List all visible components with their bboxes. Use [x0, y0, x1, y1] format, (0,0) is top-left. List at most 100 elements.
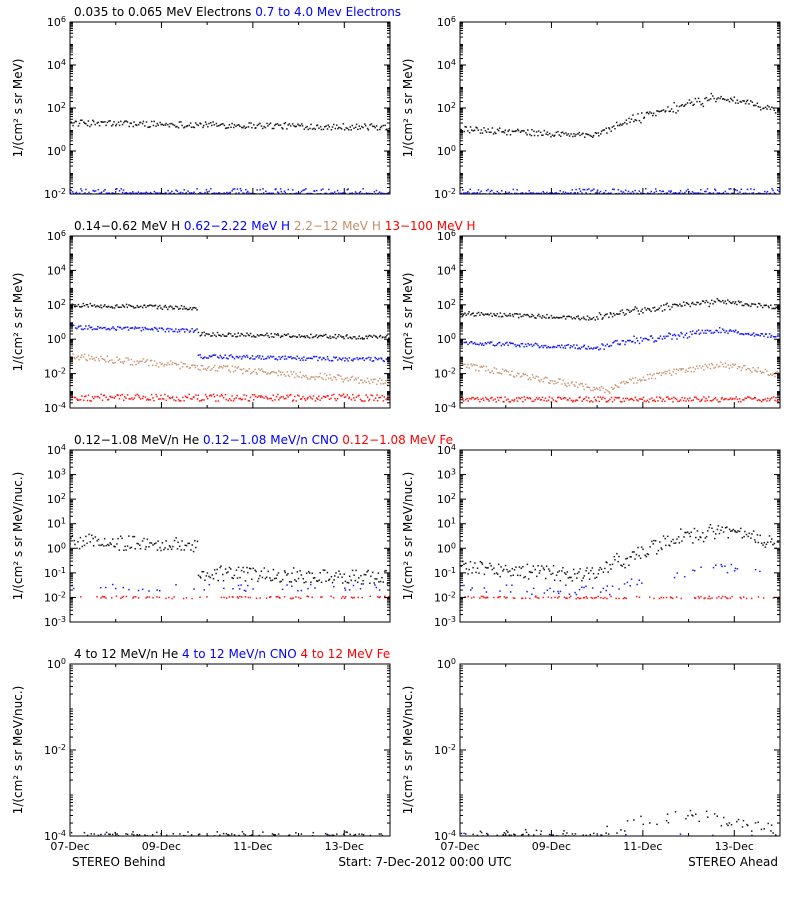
series-black: [69, 534, 391, 585]
y-tick-label: 101: [47, 516, 66, 531]
series-red: [459, 396, 780, 403]
panel-r3-c0: 10-410-21001/(cm² s sr MeV/nuc.)07-Dec09…: [11, 657, 390, 854]
series-tan: [460, 361, 781, 393]
x-tick-label: 07-Dec: [50, 840, 89, 853]
y-tick-label: 104: [437, 58, 456, 73]
series-blue: [70, 325, 391, 363]
y-tick-label: 100: [47, 332, 66, 347]
series-red: [69, 393, 391, 401]
x-tick-label: 11-Dec: [233, 840, 272, 853]
y-axis-label: 1/(cm² s sr MeV/nuc.): [401, 686, 415, 815]
panel-frame: [70, 664, 390, 836]
series-group: [459, 524, 781, 599]
x-tick-label: 09-Dec: [142, 840, 181, 853]
series-blue: [459, 564, 779, 596]
panel-r0-c1: 10-21001021041061/(cm² s sr MeV): [401, 15, 781, 202]
y-tick-label: 100: [437, 657, 456, 672]
y-tick-label: 10-2: [44, 366, 66, 381]
figure-svg: 10-21001021041061/(cm² s sr MeV)10-21001…: [0, 0, 800, 900]
y-tick-label: 10-2: [434, 366, 456, 381]
y-tick-label: 101: [437, 516, 456, 531]
y-axis-label: 1/(cm² s sr MeV): [11, 273, 25, 372]
x-tick-label: 09-Dec: [532, 840, 571, 853]
y-tick-label: 102: [437, 297, 456, 312]
y-tick-label: 106: [437, 15, 456, 30]
series-black: [69, 119, 391, 130]
series-red: [464, 595, 779, 599]
panel-frame: [70, 450, 390, 622]
row-title-2-seg-1: 0.12−1.08 MeV/n CNO: [203, 433, 339, 447]
series-group: [459, 93, 781, 195]
panel-frame: [70, 236, 390, 408]
y-tick-label: 10-3: [44, 615, 66, 630]
y-tick-label: 104: [47, 263, 66, 278]
y-tick-label: 10-4: [434, 401, 456, 416]
y-tick-label: 100: [47, 657, 66, 672]
y-tick-label: 100: [437, 541, 456, 556]
y-axis-label: 1/(cm² s sr MeV/nuc.): [401, 472, 415, 601]
footer-left: STEREO Behind: [72, 855, 166, 869]
footer-right: STEREO Ahead: [688, 855, 778, 869]
series-red: [72, 595, 391, 599]
panel-r0-c0: 10-2 100 102 104 106 1/(cm² s sr MeV): [11, 15, 391, 202]
y-tick-label: 100: [47, 144, 66, 159]
series-blue: [72, 583, 381, 592]
panel-r2-c0: 10-310-210-11001011021031041/(cm² s sr M…: [11, 443, 391, 630]
series-group: [69, 534, 391, 600]
row-title-1-seg-3: 13−100 MeV H: [385, 219, 476, 233]
row-title-3-seg-0: 4 to 12 MeV/n He: [74, 647, 178, 661]
y-tick-label: 102: [47, 297, 66, 312]
y-tick-label: 103: [437, 467, 456, 482]
y-tick-label: 100: [47, 541, 66, 556]
panel-r1-c0: 10-4 10-2 100 102 104 106 1/(cm² s sr MeV): [11, 229, 391, 416]
y-tick-label: 10-2: [44, 187, 66, 202]
panel-r1-c1: 10-410-21001021041061/(cm² s sr MeV): [401, 229, 781, 416]
y-tick-label: 100: [437, 332, 456, 347]
x-tick-label: 07-Dec: [440, 840, 479, 853]
y-tick-label: 102: [47, 101, 66, 116]
y-tick-label: 10-2: [434, 743, 456, 758]
series-group: [459, 810, 777, 837]
row-title-3-seg-1: 4 to 12 MeV/n CNO: [182, 647, 297, 661]
y-axis-label: 1/(cm² s sr MeV): [11, 59, 25, 158]
row-title-1-seg-1: 0.62−2.22 MeV H: [184, 219, 290, 233]
row-title-0: 0.035 to 0.065 MeV Electrons 0.7 to 4.0 …: [74, 5, 401, 19]
y-tick-label: 102: [437, 101, 456, 116]
y-tick-label: 10-2: [44, 743, 66, 758]
x-tick-label: 11-Dec: [623, 840, 662, 853]
series-black: [459, 524, 781, 582]
panel-r3-c1: 10-410-21001/(cm² s sr MeV/nuc.)07-Dec09…: [401, 657, 780, 854]
panel-r2-c1: 10-310-210-11001011021031041/(cm² s sr M…: [401, 443, 781, 630]
footer-center: Start: 7-Dec-2012 00:00 UTC: [338, 855, 511, 869]
row-title-2: 0.12−1.08 MeV/n He 0.12−1.08 MeV/n CNO 0…: [74, 433, 453, 447]
panel-frame: [70, 22, 390, 194]
row-title-3: 4 to 12 MeV/n He 4 to 12 MeV/n CNO 4 to …: [74, 647, 390, 661]
panel-frame: [460, 664, 780, 836]
series-group: [69, 303, 391, 402]
y-tick-label: 10-1: [44, 565, 66, 580]
y-axis-label: 1/(cm² s sr MeV): [401, 59, 415, 158]
y-tick-label: 10-4: [44, 401, 66, 416]
y-tick-label: 10-2: [434, 187, 456, 202]
y-tick-label: 104: [47, 58, 66, 73]
y-tick-label: 103: [47, 467, 66, 482]
row-title-2-seg-0: 0.12−1.08 MeV/n He: [74, 433, 199, 447]
y-tick-label: 106: [47, 15, 66, 30]
series-black: [69, 303, 391, 340]
series-group: [459, 298, 781, 403]
row-title-1-seg-2: 2.2−12 MeV H: [294, 219, 381, 233]
y-tick-label: 10-1: [434, 565, 456, 580]
series-black: [459, 93, 781, 138]
y-tick-label: 106: [47, 229, 66, 244]
y-tick-label: 102: [437, 492, 456, 507]
y-axis-label: 1/(cm² s sr MeV): [401, 273, 415, 372]
series-black: [460, 298, 781, 321]
y-axis-label: 1/(cm² s sr MeV/nuc.): [11, 686, 25, 815]
y-tick-label: 10-3: [434, 615, 456, 630]
panel-frame: [460, 22, 780, 194]
row-title-0-seg-0: 0.035 to 0.065 MeV Electrons: [74, 5, 251, 19]
y-tick-label: 104: [437, 263, 456, 278]
y-axis-label: 1/(cm² s sr MeV/nuc.): [11, 472, 25, 601]
y-tick-label: 102: [47, 492, 66, 507]
y-tick-label: 10-2: [434, 590, 456, 605]
